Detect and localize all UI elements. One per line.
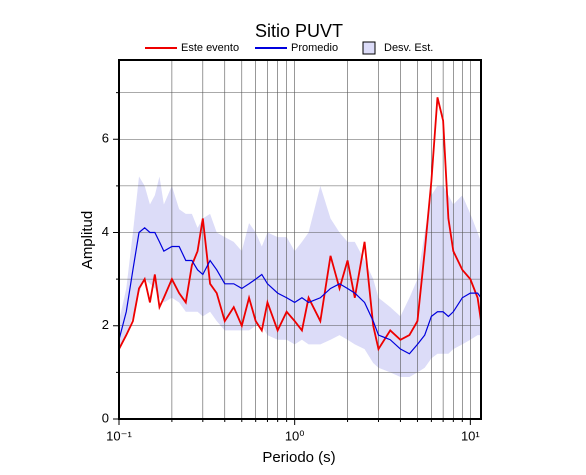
y-tick-label: 4 [102,224,109,239]
plot-frame [118,59,482,420]
series-line [118,227,482,355]
legend-label: Desv. Est. [384,42,433,54]
legend-swatch [362,41,376,55]
legend-label: Promedio [291,42,338,54]
x-axis-label: Periodo (s) [262,449,335,466]
series-line [118,97,482,352]
x-tick-label: 10⁰ [285,428,305,443]
x-tick-label: 10¹ [461,428,480,443]
y-tick-label: 6 [102,131,109,146]
chart-title: Sitio PUVT [255,21,343,41]
y-axis-label: Amplitud [79,211,96,269]
y-tick-label: 2 [102,317,109,332]
legend-label: Este evento [181,42,239,54]
x-tick-label: 10⁻¹ [106,428,132,443]
std-band [119,176,481,378]
y-tick-label: 0 [102,410,109,425]
